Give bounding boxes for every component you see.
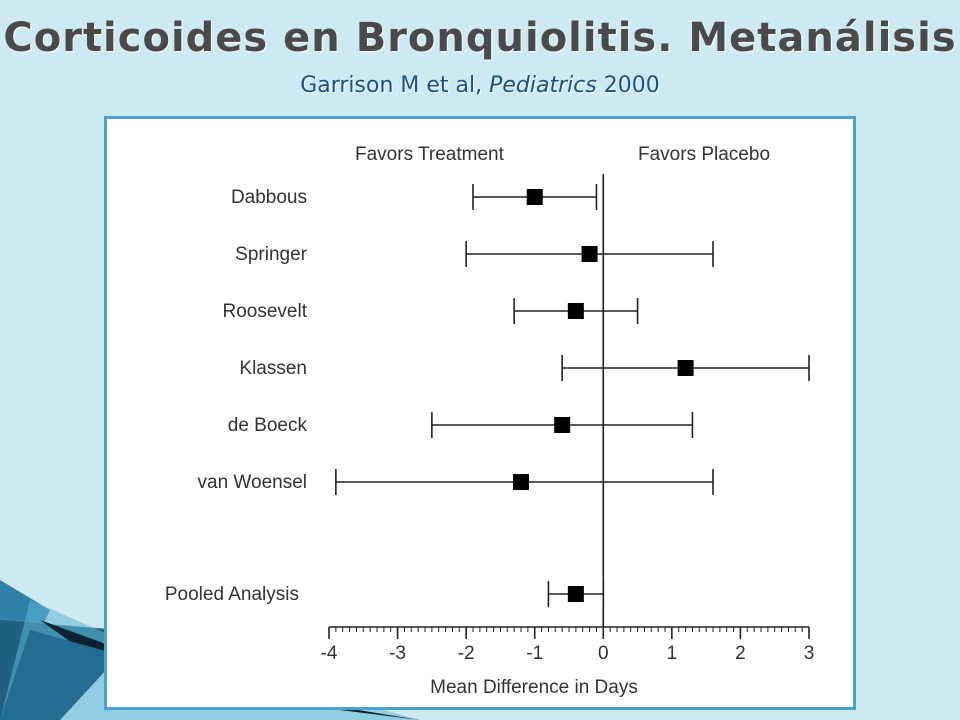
study-label: de Boeck — [228, 415, 308, 436]
x-tick-label: 0 — [598, 643, 609, 664]
mean-marker — [677, 360, 694, 376]
pooled-label: Pooled Analysis — [165, 584, 299, 605]
mean-marker — [554, 417, 571, 433]
study-row: van Woensel — [198, 469, 714, 495]
mean-marker — [526, 189, 543, 205]
x-tick-label: -4 — [321, 643, 338, 664]
mean-marker — [581, 246, 598, 262]
x-axis-label: Mean Difference in Days — [430, 677, 638, 698]
header-favors-placebo: Favors Placebo — [638, 144, 770, 165]
study-row: Springer — [235, 241, 714, 267]
slide-title: Corticoides en Bronquiolitis. Metanálisi… — [3, 15, 957, 61]
x-tick-label: -1 — [526, 643, 543, 664]
x-tick-label: 3 — [804, 643, 815, 664]
x-tick-label: -3 — [389, 643, 406, 664]
mean-marker — [513, 474, 529, 490]
study-row: de Boeck — [228, 412, 694, 438]
study-row: Roosevelt — [223, 298, 639, 324]
mean-marker — [567, 586, 584, 602]
x-tick-label: 2 — [735, 643, 746, 664]
mean-marker — [567, 303, 584, 319]
study-label: Roosevelt — [223, 301, 308, 322]
subtitle-year: 2000 — [596, 73, 660, 98]
study-label: Springer — [235, 244, 307, 265]
study-label: van Woensel — [198, 472, 308, 493]
x-tick-label: 1 — [667, 643, 678, 664]
x-tick-label: -2 — [458, 643, 475, 664]
chart-frame: Favors Treatment Favors Placebo Dabbous S… — [104, 116, 856, 710]
study-row: Dabbous — [231, 184, 598, 210]
study-label: Klassen — [239, 358, 307, 379]
pooled-row: Pooled Analysis — [165, 581, 605, 607]
forest-plot: Favors Treatment Favors Placebo Dabbous S… — [165, 144, 815, 698]
header-favors-treatment: Favors Treatment — [355, 144, 505, 165]
study-label: Dabbous — [231, 187, 307, 208]
subtitle-authors: Garrison M et al, — [300, 73, 490, 98]
subtitle-journal: Pediatrics — [489, 73, 597, 98]
study-row: Klassen — [239, 355, 810, 381]
slide-subtitle: Garrison M et al, Pediatrics 2000 — [0, 72, 960, 100]
